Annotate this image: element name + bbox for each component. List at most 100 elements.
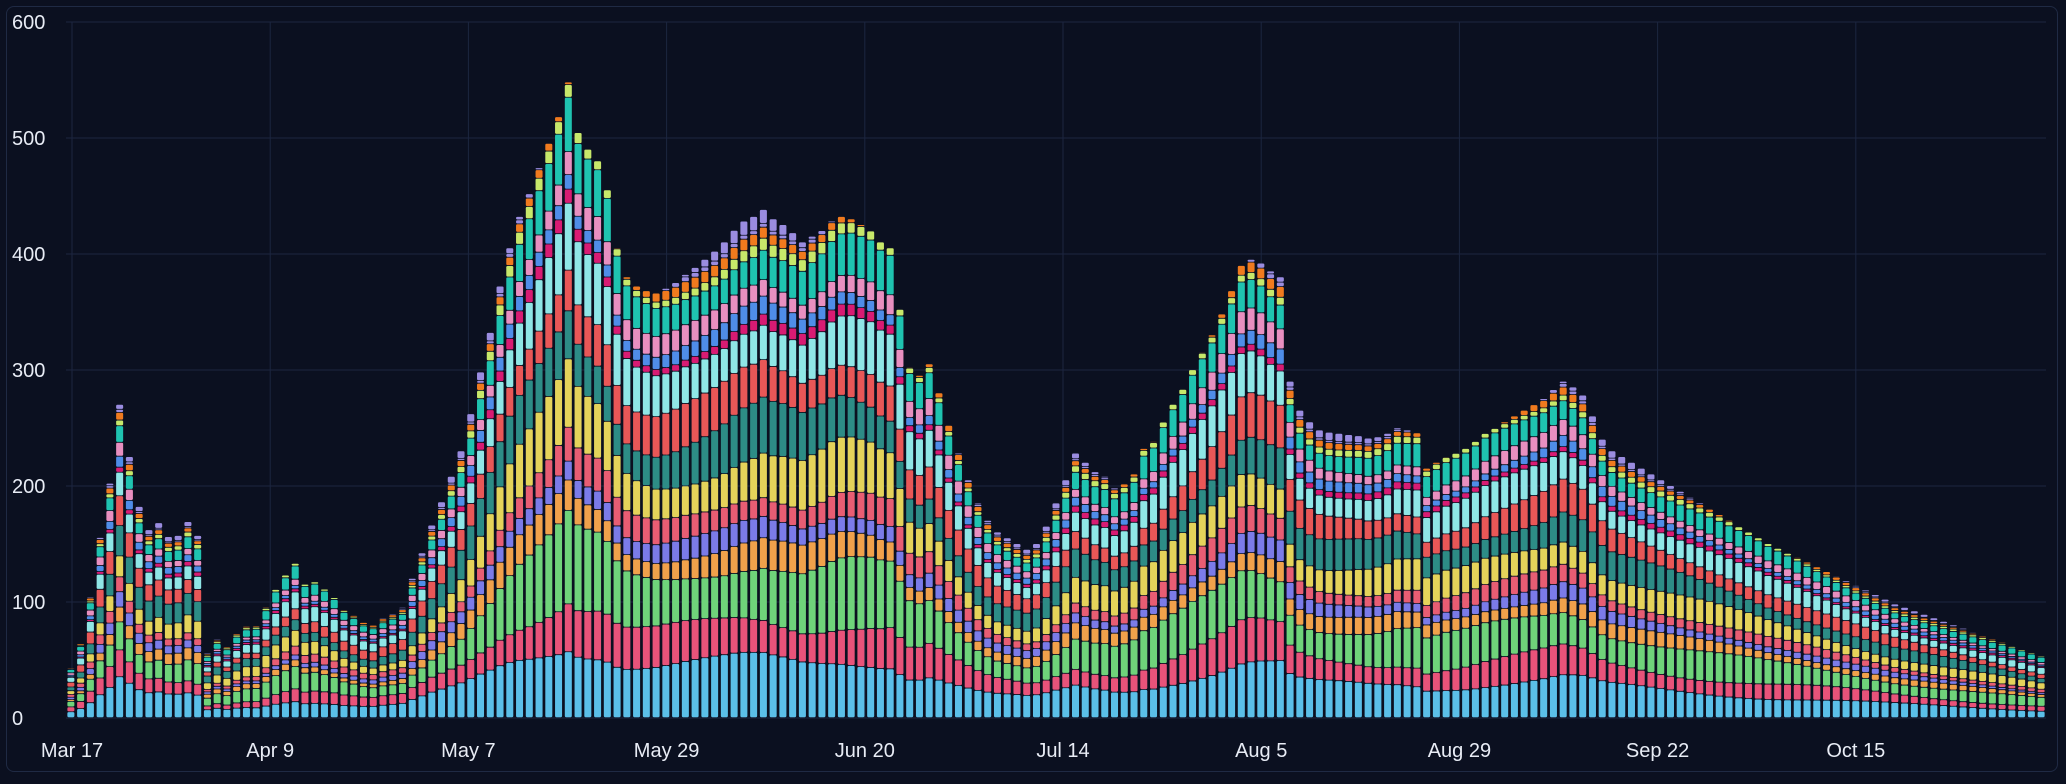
bar-segment: [964, 506, 972, 517]
bar-segment: [1140, 631, 1148, 670]
bar-segment: [730, 573, 738, 618]
bar-segment: [164, 537, 172, 542]
bar-segment: [984, 562, 992, 578]
bar-segment: [1023, 695, 1031, 718]
bar-segment: [135, 673, 143, 690]
bar-segment: [1940, 705, 1948, 718]
bar-segment: [1784, 640, 1792, 650]
bar-segment: [1725, 606, 1733, 628]
bar-segment: [428, 536, 436, 540]
bar-segment: [233, 644, 241, 646]
bar-segment: [1413, 476, 1421, 483]
bar-segment: [1784, 576, 1792, 581]
bar-segment: [1823, 575, 1831, 577]
bar-segment: [681, 345, 689, 360]
bar-segment: [1335, 662, 1343, 681]
bar-segment: [1393, 514, 1401, 531]
bar-segment: [350, 626, 358, 631]
bar-segment: [1832, 617, 1840, 631]
bar-segment: [1306, 629, 1314, 656]
bar-segment: [496, 305, 504, 316]
bar-segment: [993, 572, 1001, 586]
bar-segment: [1627, 497, 1635, 506]
bar-segment: [1179, 436, 1187, 443]
bar-segment: [1228, 455, 1236, 486]
bar-segment: [2037, 694, 2045, 697]
bar-segment: [194, 541, 202, 545]
bar-segment: [233, 684, 241, 687]
bar-segment: [1569, 408, 1577, 426]
bar-segment: [1218, 633, 1226, 672]
bar-segment: [291, 660, 299, 667]
bar-segment: [935, 585, 943, 599]
bar-segment: [798, 529, 806, 545]
bar-segment: [935, 398, 943, 403]
bar-segment: [1920, 618, 1928, 620]
bar-segment: [1920, 636, 1928, 638]
bar-segment: [369, 642, 377, 643]
bar-segment: [1032, 656, 1040, 666]
bar-segment: [1189, 601, 1197, 649]
bar-segment: [867, 442, 875, 493]
bar-segment: [438, 519, 446, 531]
bar-segment: [857, 236, 865, 279]
bar-segment: [1335, 482, 1343, 492]
bar-segment: [145, 643, 153, 652]
bar-segment: [1637, 475, 1645, 477]
bar-segment: [398, 683, 407, 694]
bar-segment: [1715, 682, 1723, 696]
bar-segment: [740, 288, 748, 306]
bar-segment: [1657, 632, 1665, 647]
bar-segment: [1540, 522, 1548, 548]
bar-segment: [1150, 562, 1158, 591]
bar-segment: [1179, 654, 1187, 684]
bar-segment: [1140, 450, 1148, 456]
bar-segment: [506, 350, 514, 387]
bar-segment: [1345, 605, 1353, 617]
bar-segment: [359, 624, 367, 626]
bar-segment: [457, 460, 465, 467]
bar-segment: [808, 313, 816, 327]
bar-segment: [1842, 596, 1850, 602]
bar-segment: [837, 395, 845, 437]
bar-segment: [447, 547, 455, 567]
bar-segment: [125, 533, 133, 557]
bar-segment: [1111, 692, 1119, 718]
bar-segment: [945, 538, 953, 561]
bar-segment: [564, 189, 572, 203]
bar-segment: [906, 680, 914, 718]
bar-segment: [1823, 665, 1831, 670]
bar-segment: [164, 542, 172, 543]
bar-segment: [740, 543, 748, 572]
bar-segment: [1042, 526, 1050, 532]
bar-segment: [125, 583, 133, 601]
bar-segment: [1569, 601, 1577, 616]
bar-segment: [1267, 358, 1275, 365]
bar-segment: [652, 626, 660, 668]
bar-segment: [1745, 632, 1753, 643]
bar-segment: [516, 395, 524, 444]
bar-segment: [730, 313, 738, 332]
bar-segment: [174, 603, 182, 623]
bar-segment: [359, 626, 367, 632]
bar-segment: [808, 663, 816, 718]
bar-segment: [389, 670, 397, 675]
bar-segment: [116, 404, 124, 409]
bar-segment: [467, 422, 475, 424]
bar-segment: [1520, 551, 1528, 574]
bar-segment: [1842, 669, 1850, 674]
bar-segment: [1052, 633, 1060, 642]
bar-segment: [272, 695, 280, 704]
bar-segment: [1198, 419, 1206, 459]
bar-segment: [779, 248, 787, 261]
bar-segment: [1130, 511, 1138, 517]
bar-segment: [145, 545, 153, 555]
bar-segment: [1120, 567, 1128, 587]
bar-segment: [1462, 690, 1470, 718]
bar-segment: [750, 458, 758, 500]
bar-segment: [1998, 694, 2006, 705]
bar-segment: [408, 632, 416, 646]
bar-segment: [1081, 497, 1089, 505]
bar-segment: [603, 421, 611, 471]
bar-segment: [506, 310, 514, 324]
